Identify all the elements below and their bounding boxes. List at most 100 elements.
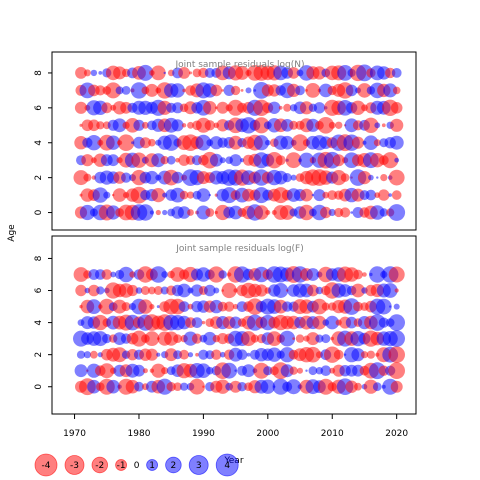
residual-bubble — [388, 193, 393, 197]
residual-bubble — [351, 283, 365, 298]
residual-bubble — [92, 314, 109, 331]
residual-bubble — [208, 266, 225, 283]
legend-bubble — [165, 456, 182, 474]
legend-label: -1 — [117, 461, 126, 471]
residual-bubble — [337, 65, 353, 81]
residual-bubble — [96, 286, 105, 295]
residual-bubble — [191, 333, 203, 344]
residual-bubble — [345, 380, 358, 393]
residual-bubble — [83, 351, 91, 359]
residual-bubble — [357, 83, 372, 98]
y-axis-bottom: 0 2 4 6 8 — [34, 255, 52, 390]
residual-bubble — [345, 316, 358, 329]
x-tick-label: 1990 — [192, 429, 215, 439]
residual-bubble — [380, 174, 388, 182]
x-tick-label: 2010 — [321, 429, 344, 439]
residual-bubble — [117, 134, 135, 151]
y-tick-label: 0 — [34, 384, 44, 390]
y-tick-label: 6 — [34, 287, 44, 293]
residual-bubble — [273, 283, 289, 298]
residual-bubble — [287, 67, 300, 79]
residual-bubble — [112, 347, 128, 363]
panel-top: Joint sample residuals log(N) 0 2 4 6 8 — [34, 51, 417, 231]
residual-bubble — [250, 334, 259, 343]
residual-bubble — [363, 379, 378, 394]
residual-bubble — [75, 67, 87, 79]
residual-bubble — [363, 135, 379, 150]
residual-bubble — [164, 331, 179, 346]
residual-bubble — [81, 154, 94, 167]
residual-bubble — [260, 379, 275, 394]
residual-bubble — [196, 188, 211, 202]
residual-bubble — [289, 366, 298, 375]
residual-bubble — [191, 317, 203, 328]
residual-bubble — [90, 350, 98, 359]
residual-bubble — [345, 84, 358, 97]
residual-bubble — [320, 206, 332, 219]
residual-bubble — [160, 156, 169, 165]
residual-bubble — [253, 117, 270, 134]
panel-bottom-frame — [51, 235, 417, 415]
residual-bubble — [388, 362, 406, 380]
residual-bubble — [133, 364, 145, 377]
residual-bubble — [103, 191, 111, 199]
residual-bubble — [121, 86, 131, 95]
residual-bubble — [148, 138, 156, 147]
residual-bubble — [332, 154, 345, 167]
residual-bubble — [356, 64, 373, 82]
residual-bubble — [275, 155, 286, 166]
bubbles-bottom — [73, 266, 406, 396]
residual-bubble — [133, 119, 145, 131]
x-tick-label: 1980 — [128, 429, 151, 439]
residual-bubble — [263, 366, 273, 376]
residual-bubble — [195, 352, 199, 357]
residual-bubble — [171, 171, 184, 184]
residual-bubble — [177, 283, 192, 298]
residual-bubble — [253, 362, 270, 379]
residual-bubble — [115, 86, 124, 95]
residual-bubble — [265, 139, 271, 146]
residual-bubble — [297, 367, 303, 374]
residual-bubble — [144, 331, 160, 346]
residual-bubble — [162, 209, 168, 216]
residual-bubble — [308, 366, 318, 376]
residual-bubble — [282, 173, 292, 183]
x-tick-label: 1970 — [63, 429, 86, 439]
residual-bubble — [327, 190, 338, 201]
residual-bubble — [201, 320, 206, 325]
residual-bubble — [360, 351, 369, 359]
residual-bubble — [388, 314, 406, 331]
residual-bubble — [156, 305, 160, 309]
residual-bubble — [373, 139, 381, 147]
residual-bubble — [283, 103, 292, 112]
residual-bubble — [350, 100, 366, 116]
residual-bubble — [203, 331, 217, 346]
residual-bubble — [182, 88, 186, 93]
residual-bubble — [376, 176, 379, 179]
residual-bubble — [181, 123, 187, 128]
residual-bubble — [305, 346, 321, 363]
residual-bubble — [96, 121, 105, 130]
residual-bubble — [245, 87, 252, 94]
residual-bubble — [110, 271, 117, 278]
residual-bubble — [368, 174, 374, 181]
residual-bubble — [112, 299, 127, 314]
residual-bubble — [328, 121, 336, 129]
residual-bubble — [99, 363, 115, 379]
residual-bubble — [196, 363, 211, 379]
residual-bubble — [151, 363, 166, 378]
residual-bubble — [363, 117, 379, 133]
residual-bubble — [246, 352, 251, 357]
residual-bubble — [134, 381, 144, 392]
residual-bubble — [151, 153, 166, 168]
residual-bubble — [148, 286, 156, 295]
panel-top-frame — [51, 51, 417, 231]
residual-bubble — [391, 68, 402, 78]
residual-bubble — [203, 101, 217, 115]
residual-bubble — [145, 83, 159, 97]
residual-bubble — [170, 83, 185, 98]
residual-bubble — [187, 352, 194, 358]
residual-bubble — [389, 135, 404, 150]
residual-bubble — [150, 266, 167, 283]
residual-bubble — [240, 89, 244, 92]
